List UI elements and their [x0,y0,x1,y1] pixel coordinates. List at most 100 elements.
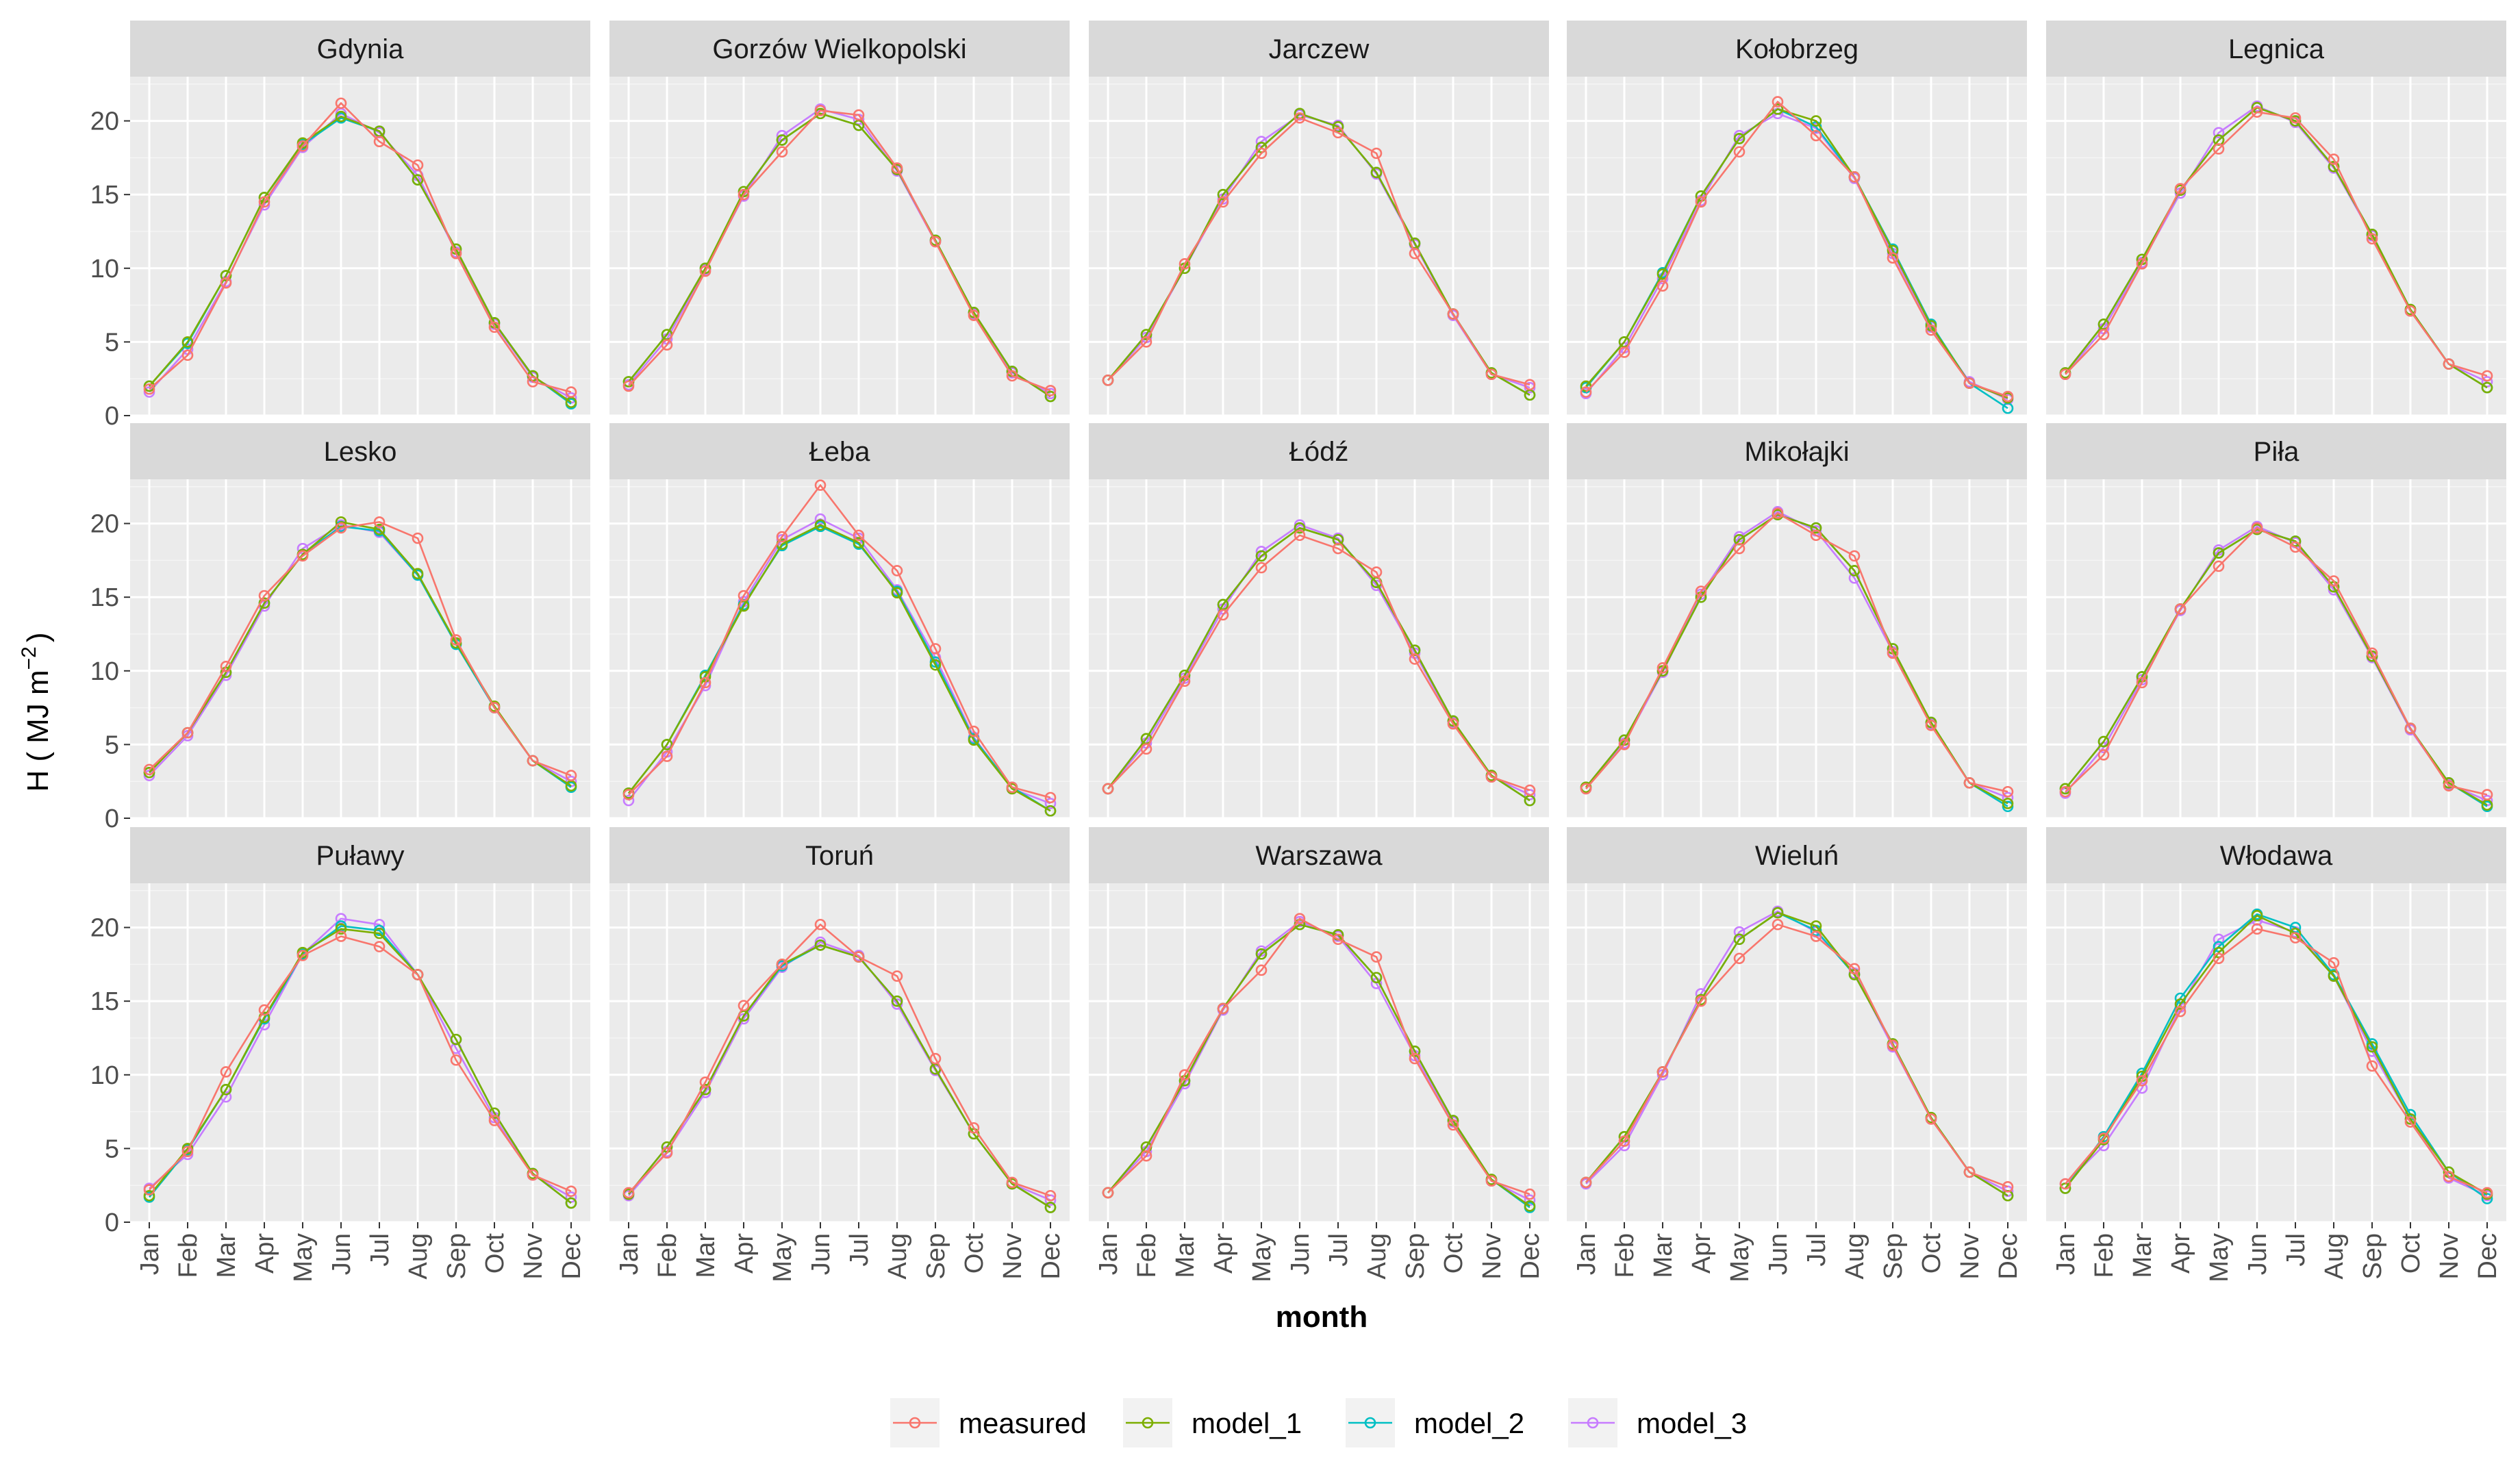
data-point-measured [1332,933,1344,946]
data-point-measured [891,970,903,982]
data-point-model_1 [1140,329,1152,340]
data-point-measured [565,1185,577,1198]
data-point-model_1 [1044,805,1057,817]
data-point-measured [1140,743,1152,755]
data-point-measured [2289,932,2302,944]
data-point-measured [1848,963,1861,975]
data-point-measured [1102,1187,1114,1199]
facet-strip [1089,423,1549,479]
data-point-measured [2328,957,2340,969]
legend-label: model_2 [1414,1407,1524,1439]
x-tick-label: Dec [1516,1233,1545,1280]
data-point-measured [1618,739,1630,750]
data-point-measured [814,105,827,116]
data-point-measured [1217,1002,1229,1015]
y-tick-label: 0 [105,805,119,833]
data-point-measured [297,140,309,152]
facet-strip [2046,21,2506,77]
data-point-measured [2002,1181,2014,1193]
x-tick-label: Jul [845,1233,874,1267]
series-model_1 [622,939,1057,1213]
data-point-model_1 [853,537,865,548]
facet-strip [2046,423,2506,479]
data-point-measured [1925,324,1937,336]
series-measured [622,918,1057,1202]
x-tick-label: Jul [1324,1233,1353,1267]
panel-miko-ajki: Mikołajki [1567,423,2027,820]
data-point-measured [1887,1039,1899,1052]
data-point-model_1 [1044,1202,1057,1213]
data-point-model_3 [565,392,577,404]
facet-strip-label: Puławy [316,841,405,871]
series-measured [2059,923,2493,1199]
series-line-measured [149,935,572,1192]
panel-pu-awy: Puławy 0 5 10 15 20 Jan Feb Mar Apr May Jun Jul Aug Se… [90,827,590,1282]
x-tick-label: Sep [1401,1233,1430,1280]
series-measured [622,105,1057,396]
x-tick-label: Sep [922,1233,950,1280]
data-point-measured [814,918,827,931]
data-point-model_1 [2002,798,2014,809]
facet-strip [1567,423,2027,479]
data-point-measured [1580,1176,1592,1189]
data-point-measured [699,1076,711,1088]
data-point-measured [1925,1113,1937,1125]
y-tick-label: 15 [90,181,119,210]
data-point-model_1 [1332,121,1344,133]
data-point-measured [699,265,711,277]
data-point-model_1 [220,270,232,281]
plot-background [1089,77,1549,416]
series-line-model_1 [2064,914,2488,1195]
data-point-measured [1580,386,1592,398]
series-measured [2059,106,2493,382]
data-point-measured [1332,542,1344,555]
data-point-measured [2443,780,2455,792]
data-point-measured [661,339,673,351]
data-point-measured [1963,377,1976,389]
data-point-measured [1810,931,1822,942]
data-point-measured [2097,329,2110,340]
data-point-measured [1695,995,1707,1007]
data-point-measured [412,969,424,980]
data-point-model_1 [1409,1046,1421,1057]
data-point-measured [527,755,539,767]
data-point-measured [738,1000,750,1011]
data-point-model_1 [335,923,347,935]
data-point-measured [2136,676,2148,689]
x-tick-label: May [2205,1233,2234,1282]
data-point-measured [1810,129,1822,142]
panel-gorz-w-wielkopolski: Gorzów Wielkopolski [609,21,1070,417]
data-point-measured [335,931,347,942]
data-point-measured [527,376,539,388]
data-point-measured [1332,127,1344,139]
data-point-measured [891,162,903,174]
data-point-measured [929,236,942,248]
data-point-measured [2366,647,2378,659]
data-point-measured [220,661,232,672]
legend-item-model_2: model_2 [1346,1398,1524,1447]
data-point-measured [1294,529,1306,542]
data-point-measured [1409,247,1421,260]
data-point-model_3 [2213,127,2225,139]
data-point-measured [1044,792,1057,804]
series-line-measured [628,483,1051,799]
data-point-measured [2213,560,2225,572]
legend-item-model_3: model_3 [1568,1398,1747,1447]
facet-strip-label: Toruń [805,841,874,871]
data-point-measured [738,590,750,602]
x-tick-label: Apr [251,1233,279,1274]
x-tick-label: Aug [883,1233,912,1280]
data-point-model_1 [1733,933,1746,946]
x-tick-label: Nov [998,1233,1027,1280]
plot-background [1089,883,1549,1222]
legend-key-point [909,1417,921,1429]
data-point-measured [968,1122,980,1134]
panel--eba: Łeba [609,423,1070,820]
data-point-measured [1772,96,1784,107]
data-point-measured [1485,1175,1498,1187]
data-point-model_1 [2366,1041,2378,1053]
y-tick-label: 15 [90,987,119,1016]
legend-key-point [1587,1417,1599,1429]
data-point-measured [891,565,903,577]
data-point-model_3 [2481,376,2493,388]
